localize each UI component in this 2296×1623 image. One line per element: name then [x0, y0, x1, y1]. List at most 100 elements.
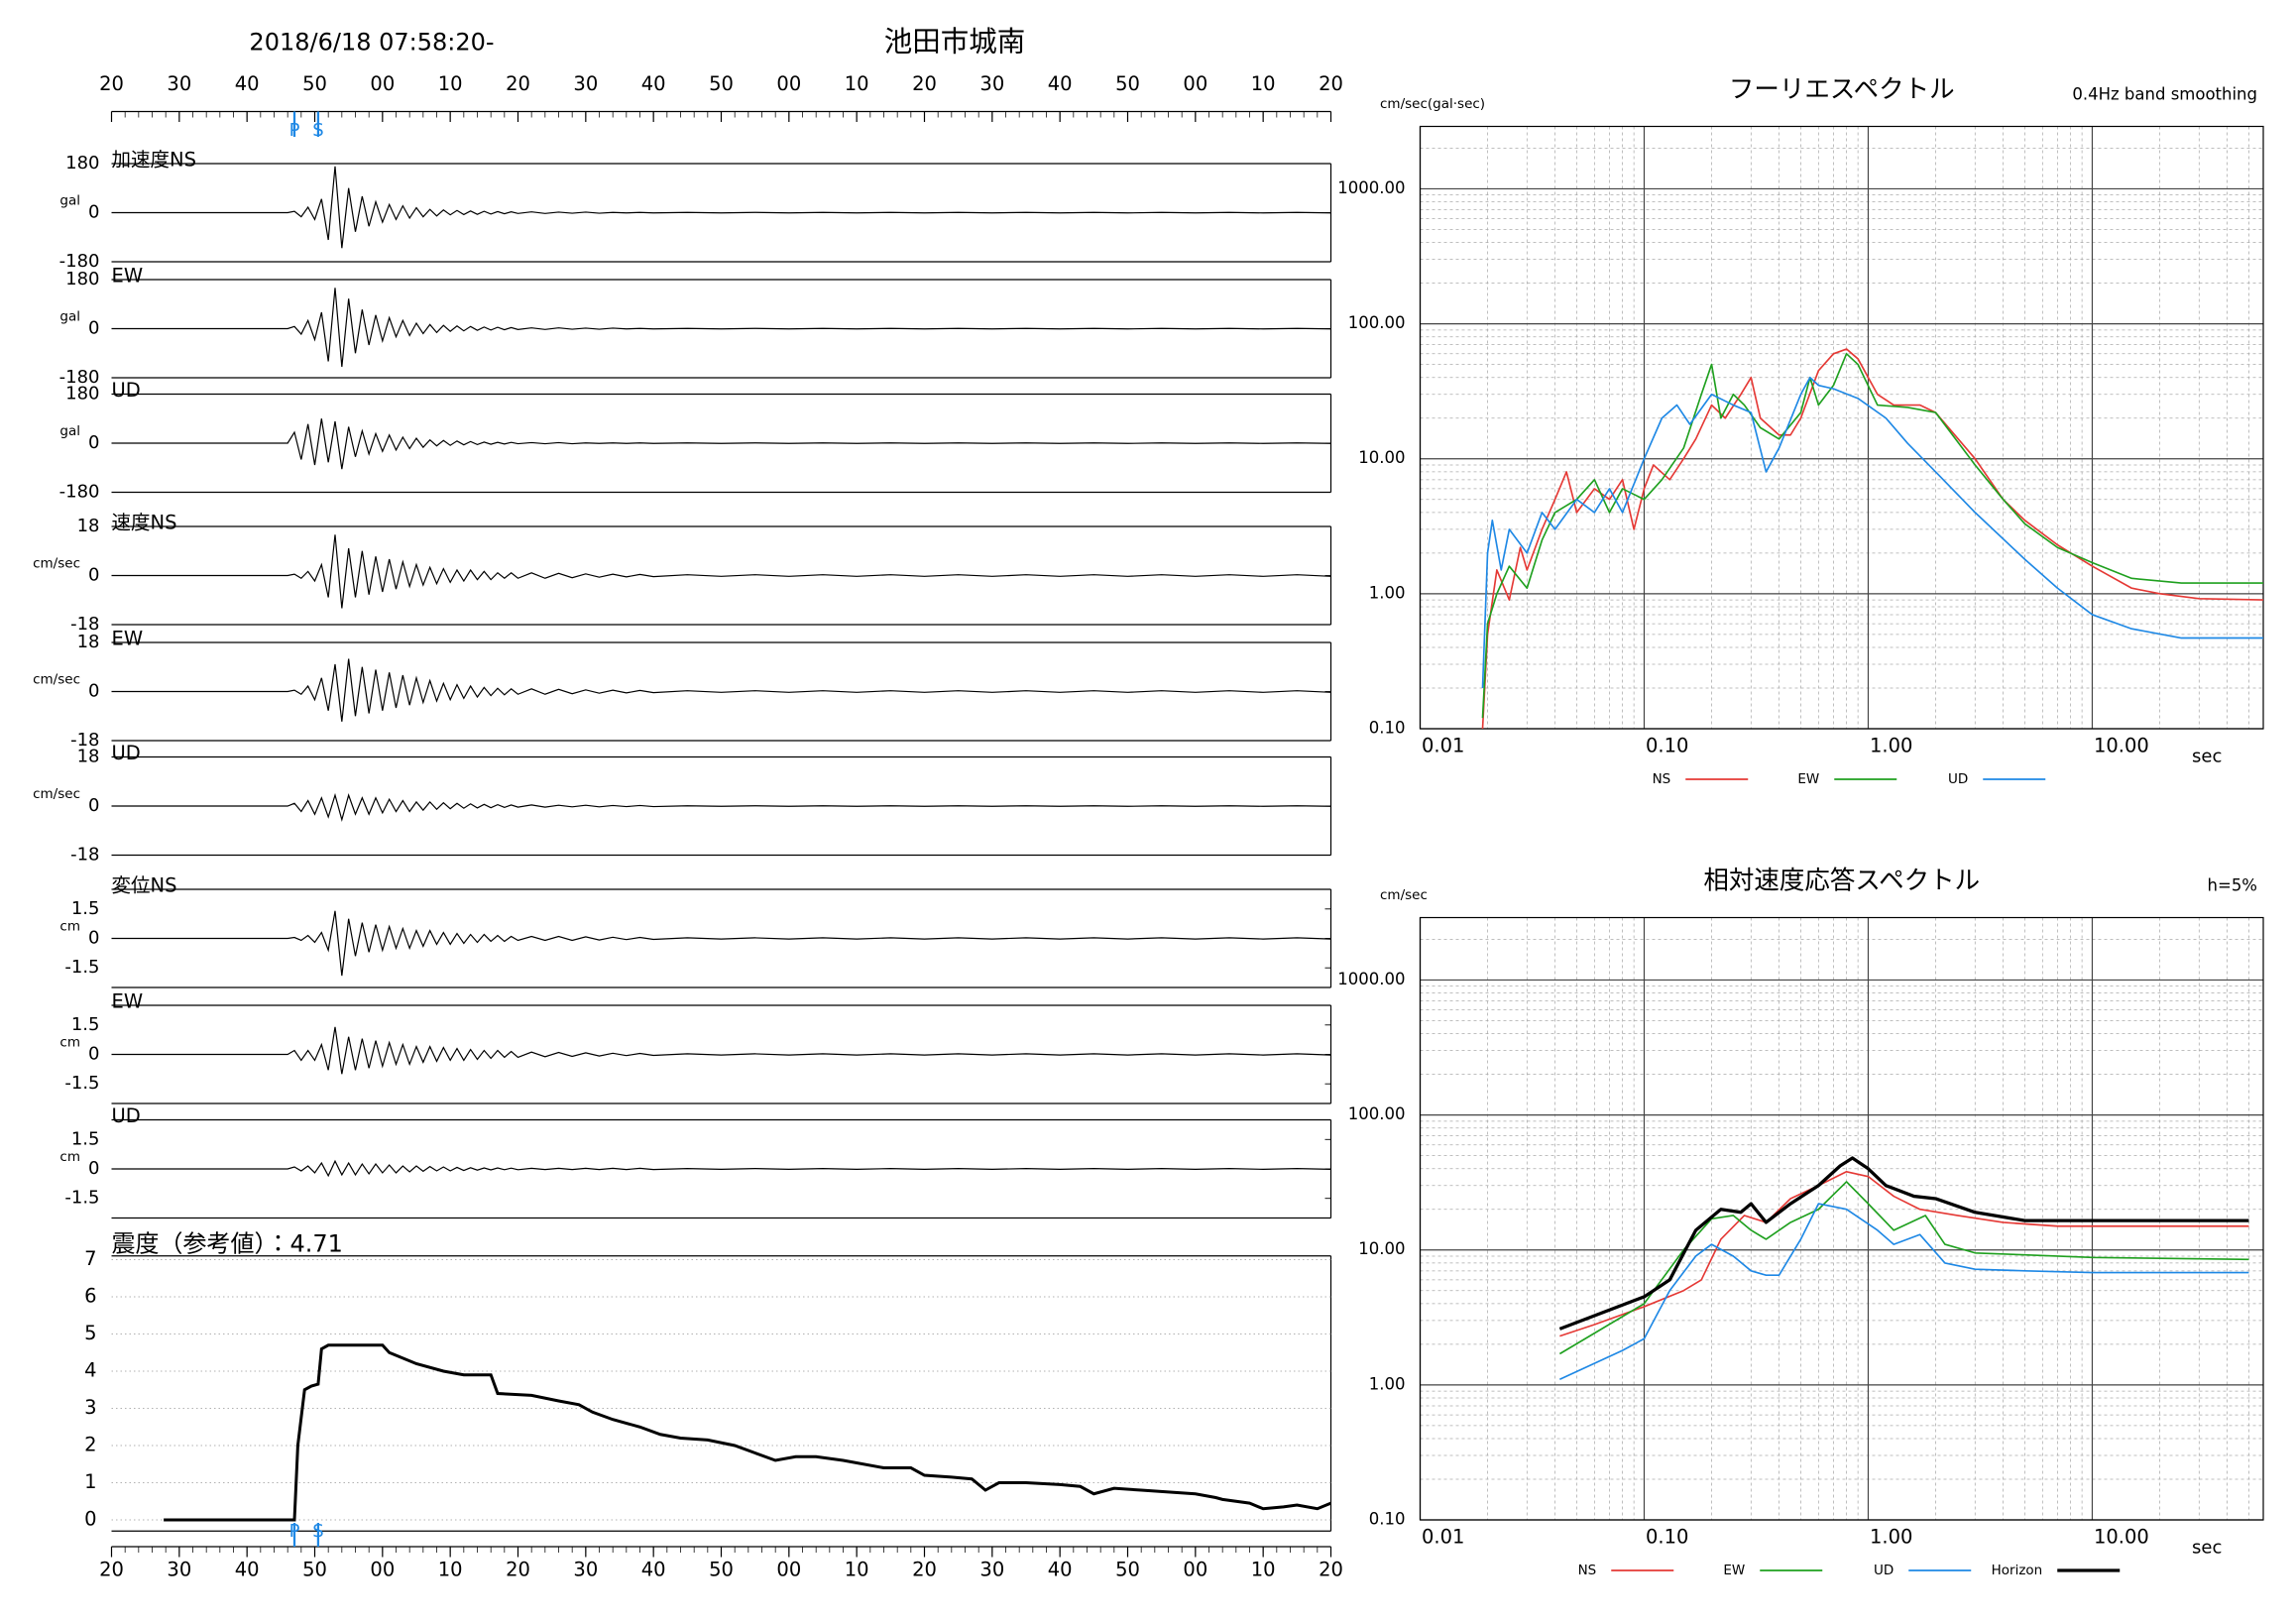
time-tick-label: 20	[506, 72, 530, 95]
trace-tick-label: 0	[88, 1044, 99, 1065]
trace-tick-label: 1.5	[71, 898, 100, 919]
time-tick-label: 20	[912, 1559, 937, 1581]
trace-tick-label: -1.5	[64, 1073, 99, 1094]
x-tick-label: 0.01	[1422, 735, 1464, 757]
trace-unit: gal	[59, 193, 80, 209]
trace-tick-label: 0	[88, 318, 99, 339]
time-tick-label: 30	[573, 72, 598, 95]
time-tick-label: 00	[1183, 72, 1207, 95]
chart-note: 0.4Hz band smoothing	[2072, 85, 2257, 104]
time-tick-label: 40	[235, 72, 260, 95]
waveform	[111, 658, 1331, 722]
datetime: 2018/6/18 07:58:20-	[249, 29, 494, 57]
trace-label: 速度NS	[112, 512, 177, 534]
phase-label: P	[289, 1521, 300, 1542]
x-axis-label: sec	[2192, 1538, 2222, 1559]
chart-title: 相対速度応答スペクトル	[1703, 867, 1980, 896]
legend-label: EW	[1723, 1563, 1745, 1578]
trace-tick-label: 0	[88, 432, 99, 453]
intensity-tick-label: 4	[84, 1359, 96, 1382]
trace-tick-label: 180	[65, 384, 99, 405]
time-tick-label: 50	[709, 72, 734, 95]
legend-label: UD	[1948, 771, 1968, 787]
phase-label: S	[312, 1521, 323, 1542]
trace-unit: cm/sec	[33, 556, 80, 572]
trace-unit: cm	[59, 1149, 80, 1165]
intensity-line	[164, 1343, 1332, 1522]
x-tick-label: 1.00	[1870, 1526, 1912, 1549]
waveform	[111, 910, 1331, 977]
waveform	[111, 792, 1331, 823]
trace-tick-label: -180	[59, 251, 100, 272]
time-tick-label: 10	[845, 72, 869, 95]
trace-label: UD	[112, 1104, 141, 1127]
trace-unit: cm	[59, 1035, 80, 1051]
intensity-tick-label: 6	[84, 1285, 96, 1308]
y-tick-label: 10.00	[1358, 448, 1405, 467]
trace-tick-label: 0	[88, 795, 99, 816]
y-tick-label: 100.00	[1348, 313, 1406, 332]
time-tick-label: 20	[912, 72, 937, 95]
time-tick-label: 30	[167, 72, 191, 95]
chart-note: h=5%	[2208, 876, 2257, 895]
time-tick-label: 00	[370, 1559, 395, 1581]
trace-tick-label: 1.5	[71, 1014, 100, 1035]
trace-tick-label: -180	[59, 482, 100, 503]
legend-label: NS	[1578, 1563, 1597, 1578]
waveform	[111, 1026, 1331, 1075]
station-title: 池田市城南	[884, 26, 1026, 58]
time-tick-label: 30	[167, 1559, 191, 1581]
time-tick-label: 00	[776, 1559, 801, 1581]
y-tick-label: 1.00	[1369, 583, 1406, 602]
trace-tick-label: -1.5	[64, 957, 99, 978]
time-tick-label: 20	[99, 1559, 124, 1581]
trace-tick-label: -1.5	[64, 1188, 99, 1209]
time-tick-label: 40	[1048, 1559, 1073, 1581]
chart-title: フーリエスペクトル	[1729, 75, 1955, 105]
time-tick-label: 10	[1251, 1559, 1276, 1581]
y-tick-label: 0.10	[1369, 1510, 1406, 1529]
time-tick-label: 50	[302, 72, 327, 95]
time-tick-label: 30	[573, 1559, 598, 1581]
time-tick-label: 10	[845, 1559, 869, 1581]
trace-tick-label: 18	[77, 747, 100, 767]
trace-label: 加速度NS	[112, 149, 196, 172]
time-tick-label: 30	[979, 72, 1004, 95]
time-tick-label: 00	[1183, 1559, 1207, 1581]
y-tick-label: 1000.00	[1337, 970, 1405, 988]
x-tick-label: 0.10	[1646, 735, 1688, 757]
y-tick-label: 0.10	[1369, 719, 1406, 738]
legend-label: NS	[1653, 771, 1671, 787]
intensity-tick-label: 0	[84, 1508, 96, 1531]
intensity-tick-label: 2	[84, 1434, 96, 1456]
plot-frame	[1419, 916, 2264, 1521]
time-tick-label: 10	[1251, 72, 1276, 95]
trace-tick-label: 18	[77, 516, 100, 536]
time-tick-label: 40	[235, 1559, 260, 1581]
y-tick-label: 100.00	[1348, 1104, 1406, 1123]
x-tick-label: 1.00	[1870, 735, 1912, 757]
time-tick-label: 40	[641, 1559, 666, 1581]
intensity-tick-label: 5	[84, 1322, 96, 1344]
trace-unit: cm/sec	[33, 786, 80, 802]
trace-tick-label: 0	[88, 1158, 99, 1179]
trace-tick-label: 0	[88, 681, 99, 702]
trace-tick-label: 180	[65, 269, 99, 290]
spectrum-line	[1558, 1181, 2249, 1355]
trace-unit: gal	[59, 309, 80, 325]
trace-tick-label: 0	[88, 928, 99, 949]
y-tick-label: 10.00	[1358, 1239, 1405, 1258]
trace-tick-label: -18	[70, 614, 99, 635]
trace-label: EW	[112, 265, 144, 288]
intensity-tick-label: 7	[84, 1247, 96, 1270]
x-tick-label: 10.00	[2094, 1526, 2149, 1549]
trace-unit: cm/sec	[33, 672, 80, 688]
time-tick-label: 50	[1115, 1559, 1140, 1581]
trace-unit: cm	[59, 919, 80, 935]
x-tick-label: 0.10	[1646, 1526, 1688, 1549]
time-tick-label: 00	[370, 72, 395, 95]
time-tick-label: 50	[709, 1559, 734, 1581]
trace-label: UD	[112, 742, 141, 764]
